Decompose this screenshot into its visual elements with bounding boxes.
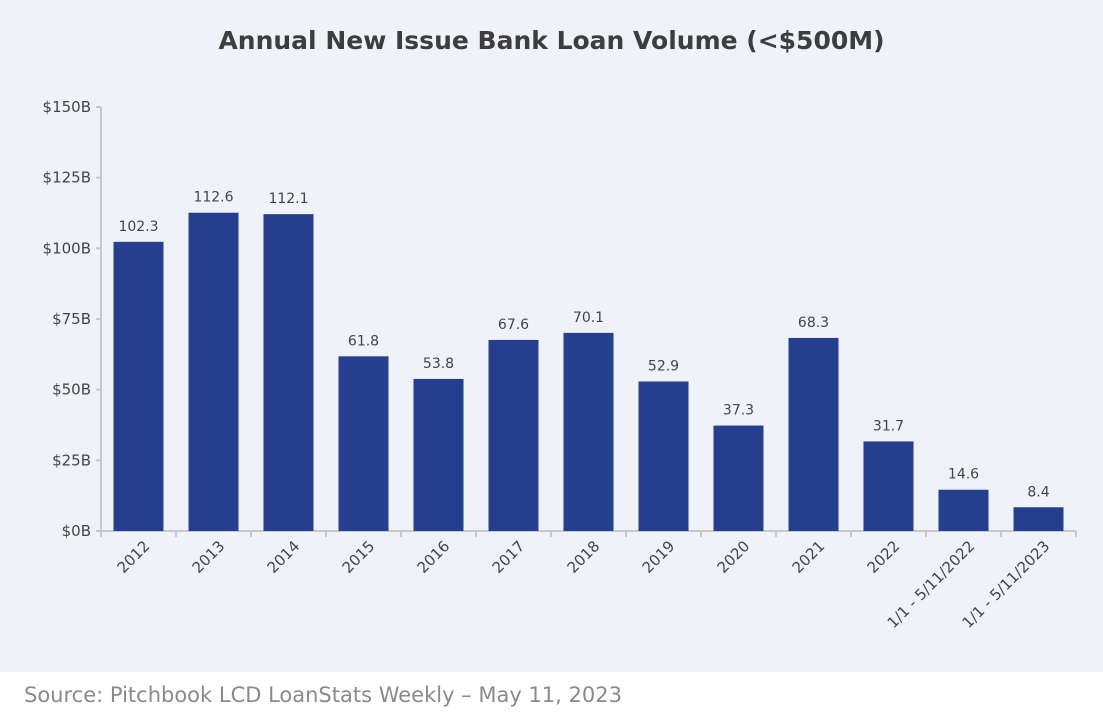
- bar-2012: [113, 241, 164, 531]
- x-tick-label: 2017: [489, 537, 529, 577]
- x-tick-label: 2021: [789, 537, 829, 577]
- y-tick-label: $125B: [43, 169, 91, 187]
- bar-chart: $0B $25B $50B $75B $100B $125B $150B 102.3 2012 1…: [43, 98, 1077, 632]
- y-tick-label: $150B: [43, 98, 91, 116]
- bar-2022: [863, 441, 914, 531]
- data-label: 67.6: [498, 317, 529, 333]
- source-note: Source: Pitchbook LCD LoanStats Weekly –…: [24, 683, 622, 707]
- bar-2021: [788, 337, 839, 531]
- data-label: 53.8: [423, 356, 454, 372]
- bar-2019: [638, 381, 689, 531]
- y-tick-label: $75B: [52, 310, 91, 328]
- bar-2017: [488, 339, 539, 531]
- x-tick-label: 2014: [264, 537, 304, 577]
- bar-2014: [263, 214, 314, 531]
- data-label: 52.9: [648, 358, 679, 374]
- x-tick-label: 2020: [714, 537, 754, 577]
- x-tick-label: 2019: [639, 537, 679, 577]
- chart-title: Annual New Issue Bank Loan Volume (<$500…: [218, 26, 885, 55]
- x-tick-label: 2018: [564, 537, 604, 577]
- y-tick-label: $50B: [52, 381, 91, 399]
- y-tick-label: $25B: [52, 451, 91, 469]
- data-label: 102.3: [118, 219, 158, 235]
- x-tick-label: 2013: [189, 537, 229, 577]
- x-tick-label: 2012: [114, 537, 154, 577]
- y-tick-label: $0B: [62, 522, 91, 540]
- bar-1/1 - 5/11/2023: [1013, 507, 1064, 531]
- bar-2018: [563, 332, 614, 531]
- bar-2020: [713, 425, 764, 531]
- data-label: 112.1: [268, 191, 308, 207]
- data-label: 14.6: [948, 467, 979, 483]
- data-label: 112.6: [193, 190, 233, 206]
- data-label: 37.3: [723, 403, 754, 419]
- bar-2016: [413, 378, 464, 531]
- data-label: 70.1: [573, 310, 604, 326]
- x-tick-label: 2022: [864, 537, 904, 577]
- data-label: 31.7: [873, 418, 904, 434]
- bar-1/1 - 5/11/2022: [938, 489, 989, 531]
- x-tick-label: 2015: [339, 537, 379, 577]
- y-tick-label: $100B: [43, 239, 91, 257]
- bar-2013: [188, 212, 239, 531]
- data-label: 8.4: [1027, 484, 1049, 500]
- bar-2015: [338, 356, 389, 531]
- data-label: 61.8: [348, 333, 379, 349]
- data-label: 68.3: [798, 315, 829, 331]
- x-tick-label: 2016: [414, 537, 454, 577]
- chart-panel: [0, 0, 1103, 672]
